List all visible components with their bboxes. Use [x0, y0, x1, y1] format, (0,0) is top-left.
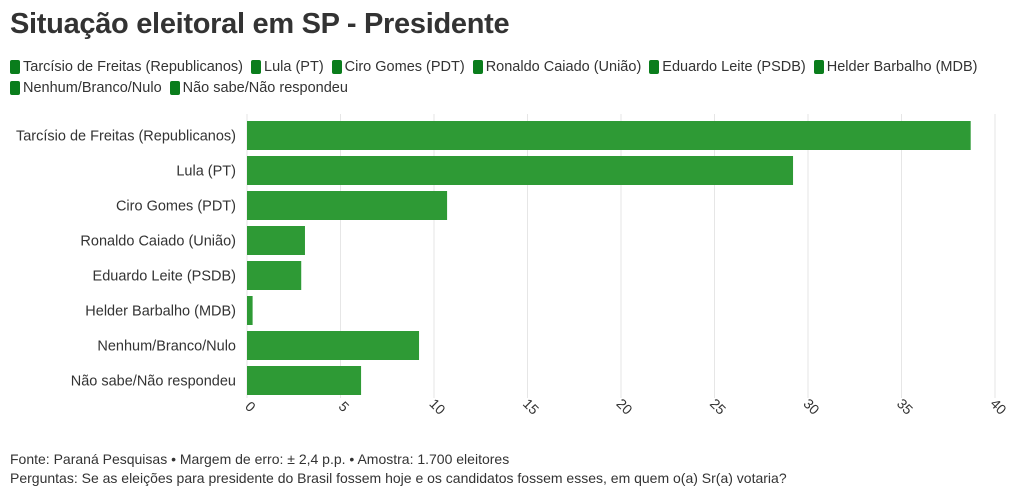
legend-item: Ronaldo Caiado (União)	[472, 58, 642, 76]
x-tick-label: 35	[894, 395, 916, 417]
question-note: Perguntas: Se as eleições para president…	[10, 470, 787, 486]
bar	[247, 331, 420, 360]
legend-item: Helder Barbalho (MDB)	[813, 58, 978, 76]
bar	[247, 296, 253, 325]
bar	[247, 191, 448, 220]
bar	[247, 366, 362, 395]
legend-swatch	[331, 60, 342, 74]
legend-label: Lula (PT)	[264, 59, 324, 75]
legend-swatch	[472, 60, 483, 74]
x-tick-label: 10	[426, 395, 448, 417]
legend-item: Ciro Gomes (PDT)	[331, 58, 465, 76]
legend-label: Ciro Gomes (PDT)	[344, 59, 465, 75]
bar	[247, 121, 971, 150]
bar	[247, 156, 794, 185]
legend-label: Tarcísio de Freitas (Republicanos)	[23, 59, 244, 75]
bar	[247, 261, 302, 290]
legend-item: Tarcísio de Freitas (Republicanos)	[10, 58, 243, 76]
category-label: Eduardo Leite (PSDB)	[93, 269, 236, 285]
category-label: Ronaldo Caiado (União)	[80, 234, 236, 250]
category-label: Nenhum/Branco/Nulo	[97, 339, 236, 355]
source-note: Fonte: Paraná Pesquisas • Margem de erro…	[10, 451, 510, 467]
category-label: Tarcísio de Freitas (Republicanos)	[16, 129, 236, 145]
legend-item: Lula (PT)	[251, 58, 324, 76]
legend-label: Helder Barbalho (MDB)	[826, 59, 978, 75]
legend-label: Nenhum/Branco/Nulo	[23, 80, 162, 96]
x-tick-label: 20	[613, 395, 635, 417]
legend-swatch	[169, 81, 180, 95]
x-tick-label: 25	[707, 395, 729, 417]
legend-label: Ronaldo Caiado (União)	[485, 59, 642, 75]
x-tick-label: 30	[800, 395, 822, 417]
category-label: Não sabe/Não respondeu	[71, 374, 236, 390]
category-label: Helder Barbalho (MDB)	[85, 304, 236, 320]
category-label: Lula (PT)	[176, 164, 236, 180]
bar-chart: Tarcísio de Freitas (Republicanos) Lula (…	[16, 114, 1010, 418]
chart-title: Situação eleitoral em SP - Presidente	[10, 8, 510, 40]
chart-legend: Tarcísio de Freitas (Republicanos) Lula (…	[10, 58, 1010, 97]
legend-swatch	[251, 60, 262, 74]
legend-item: Nenhum/Branco/Nulo	[10, 79, 162, 97]
legend-label: Não sabe/Não respondeu	[182, 80, 348, 96]
legend-label: Eduardo Leite (PSDB)	[662, 59, 806, 75]
bar	[247, 226, 305, 255]
legend-swatch	[813, 60, 824, 74]
x-tick-label: 0	[242, 398, 259, 415]
x-tick-label: 15	[520, 395, 542, 417]
legend-swatch	[10, 60, 20, 74]
legend-swatch	[10, 81, 20, 95]
legend-item: Não sabe/Não respondeu	[169, 79, 348, 97]
legend-item: Eduardo Leite (PSDB)	[649, 58, 806, 76]
legend-swatch	[649, 60, 660, 74]
category-label: Ciro Gomes (PDT)	[116, 199, 236, 215]
x-tick-label: 40	[987, 395, 1009, 417]
x-tick-label: 5	[336, 398, 353, 415]
